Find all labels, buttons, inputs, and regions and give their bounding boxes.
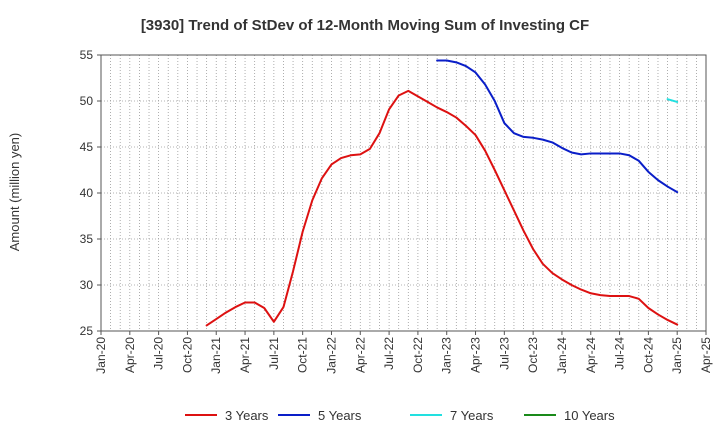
- x-tick-label: Oct-20: [180, 337, 194, 373]
- x-tick-label: Jan-22: [324, 337, 338, 374]
- series-line-3-years: [205, 89, 679, 327]
- x-tick-label: Apr-25: [699, 337, 713, 373]
- chart-title: [3930] Trend of StDev of 12-Month Moving…: [141, 17, 589, 34]
- legend-label-10-years: 10 Years: [564, 408, 615, 423]
- x-tick-label: Apr-23: [469, 337, 483, 373]
- x-tick-label: Jul-24: [613, 337, 627, 370]
- series-layer: [205, 59, 679, 327]
- x-tick-label: Apr-22: [353, 337, 367, 373]
- y-axis-label: Amount (million yen): [7, 133, 22, 252]
- x-tick-label: Jul-22: [382, 337, 396, 370]
- x-tick-label: Jan-23: [440, 337, 454, 374]
- x-tick-label: Oct-23: [526, 337, 540, 373]
- x-tick-label: Oct-22: [411, 337, 425, 373]
- x-tick-label: Oct-24: [641, 337, 655, 373]
- x-tick-label: Jan-25: [670, 337, 684, 374]
- x-tick-label: Apr-21: [238, 337, 252, 373]
- y-tick-label: 55: [80, 48, 94, 62]
- x-tick-label: Jan-24: [555, 337, 569, 374]
- grid-layer: [100, 54, 707, 332]
- x-tick-label: Jul-23: [497, 337, 511, 370]
- y-tick-label: 35: [80, 232, 94, 246]
- axis-layer: 25 30 35 40 45 50 55 Jan-20 Apr-20 Jul-20 Oct-20 Ja…: [80, 48, 713, 374]
- legend: 3 Years 5 Years 7 Years 10 Years: [185, 408, 615, 423]
- y-tick-label: 40: [80, 186, 94, 200]
- x-tick-label: Oct-21: [296, 337, 310, 373]
- legend-label-7-years: 7 Years: [450, 408, 494, 423]
- series-line-7-years: [666, 98, 679, 103]
- x-tick-label: Jan-21: [209, 337, 223, 374]
- y-tick-label: 45: [80, 140, 94, 154]
- x-tick-label: Jan-20: [94, 337, 108, 374]
- x-tick-label: Apr-24: [584, 337, 598, 373]
- x-tick-label: Jul-20: [152, 337, 166, 370]
- y-tick-label: 50: [80, 94, 94, 108]
- y-tick-label: 30: [80, 278, 94, 292]
- legend-label-3-years: 3 Years: [225, 408, 269, 423]
- x-tick-label: Jul-21: [267, 337, 281, 370]
- y-tick-label: 25: [80, 324, 94, 338]
- series-line-5-years: [436, 59, 679, 194]
- x-tick-label: Apr-20: [123, 337, 137, 373]
- legend-label-5-years: 5 Years: [318, 408, 362, 423]
